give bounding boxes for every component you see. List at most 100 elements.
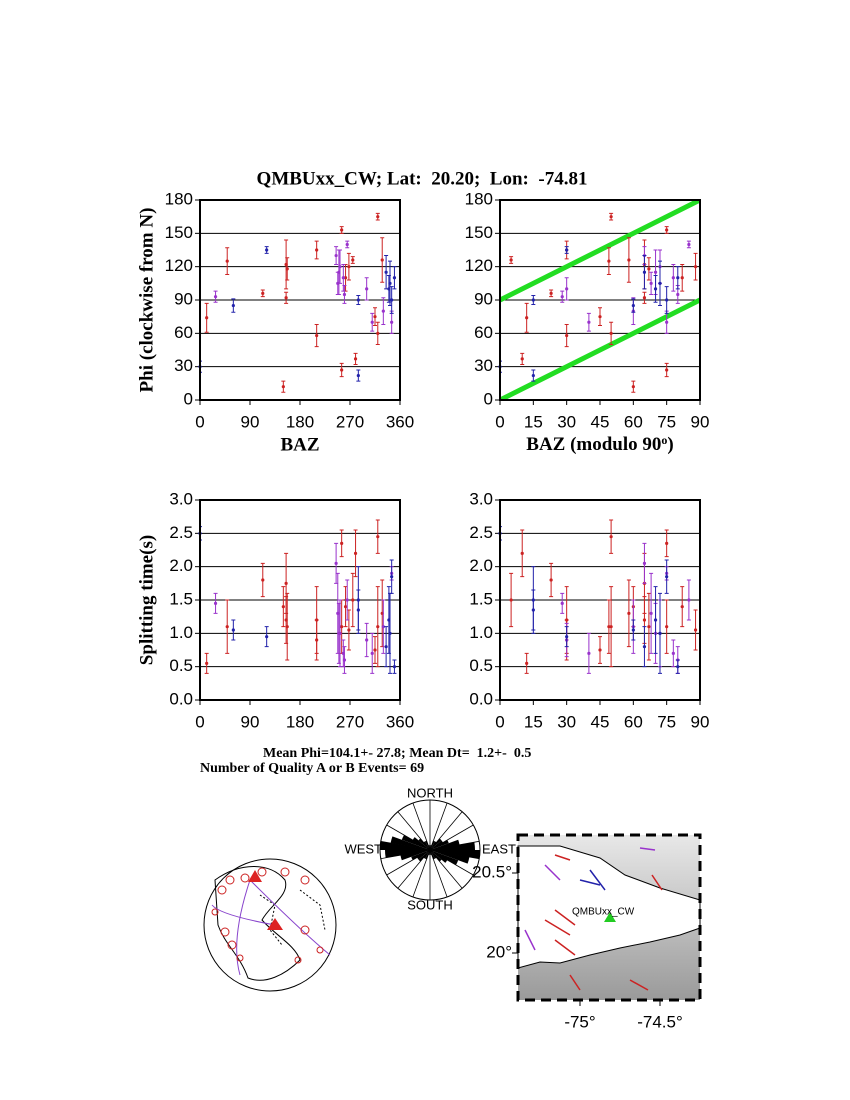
y-axis-label: Phi (clockwise from N) bbox=[136, 208, 157, 393]
point bbox=[351, 598, 355, 602]
point bbox=[665, 541, 669, 545]
x-tick-label: 270 bbox=[336, 712, 364, 731]
rose-petal bbox=[430, 850, 437, 859]
rose-label: SOUTH bbox=[407, 897, 453, 912]
point bbox=[653, 270, 658, 274]
point bbox=[671, 276, 675, 280]
x-tick-label: 15 bbox=[524, 412, 543, 431]
point bbox=[376, 215, 380, 219]
x-tick-label: 90 bbox=[241, 712, 260, 731]
rose-spoke bbox=[412, 802, 431, 851]
point bbox=[373, 315, 377, 319]
point bbox=[390, 298, 394, 302]
point bbox=[351, 258, 355, 262]
point bbox=[658, 631, 662, 635]
point bbox=[525, 316, 529, 320]
rose-petal bbox=[430, 850, 431, 855]
plot-frame bbox=[499, 499, 701, 701]
point bbox=[549, 291, 553, 295]
rose-petal bbox=[430, 850, 459, 865]
point bbox=[376, 625, 380, 629]
y-tick-label: 150 bbox=[465, 223, 493, 242]
point bbox=[531, 608, 535, 612]
point bbox=[340, 228, 344, 232]
y-tick-label: 3.0 bbox=[169, 489, 193, 508]
rose-spoke bbox=[429, 802, 448, 851]
point bbox=[337, 631, 341, 635]
y-tick-label: 1.5 bbox=[469, 589, 493, 608]
y-tick-label: 1.0 bbox=[169, 623, 193, 642]
point bbox=[649, 281, 653, 285]
point bbox=[631, 303, 635, 308]
x-axis-label-part: ) bbox=[667, 434, 673, 455]
point bbox=[365, 638, 369, 642]
rose-petal bbox=[385, 850, 430, 858]
rose-petal bbox=[428, 845, 430, 850]
point bbox=[315, 333, 319, 338]
x-tick-label: 90 bbox=[691, 412, 710, 431]
error-bar bbox=[200, 360, 202, 373]
rose-petal bbox=[430, 840, 449, 850]
x-axis-label-part: BAZ (modulo 90 bbox=[526, 434, 661, 455]
x-tick-label: 90 bbox=[691, 712, 710, 731]
map-tick-label: 20.5° bbox=[472, 862, 512, 881]
point bbox=[531, 298, 535, 302]
point bbox=[598, 648, 602, 652]
point bbox=[642, 645, 647, 649]
point bbox=[343, 276, 348, 280]
point bbox=[565, 248, 569, 252]
y-tick-label: 0.0 bbox=[169, 689, 193, 708]
point bbox=[315, 248, 319, 252]
point bbox=[261, 291, 265, 295]
point bbox=[687, 242, 691, 247]
point bbox=[392, 665, 397, 669]
x-tick-label: 0 bbox=[195, 412, 204, 431]
rose-petal bbox=[400, 850, 430, 861]
point bbox=[284, 618, 288, 622]
rose-petal bbox=[430, 845, 431, 850]
point bbox=[380, 258, 384, 262]
point bbox=[627, 258, 631, 262]
point bbox=[560, 295, 564, 299]
rose-petal bbox=[430, 850, 435, 860]
rose-petal bbox=[430, 850, 448, 863]
point bbox=[342, 292, 347, 297]
x-tick-label: 180 bbox=[286, 712, 314, 731]
error-bar bbox=[500, 526, 502, 541]
point bbox=[658, 281, 662, 285]
point bbox=[376, 535, 380, 539]
rose-petal bbox=[418, 838, 430, 850]
point bbox=[341, 276, 345, 280]
point bbox=[384, 270, 388, 274]
point bbox=[549, 578, 553, 582]
x-tick-label: 75 bbox=[657, 412, 676, 431]
summary-line: Mean Phi=104.1+- 27.8; Mean Dt= 1.2+- 0.… bbox=[263, 746, 531, 761]
x-tick-label: 45 bbox=[591, 412, 610, 431]
point bbox=[342, 658, 347, 662]
y-tick-label: 1.5 bbox=[169, 589, 193, 608]
point bbox=[680, 276, 684, 280]
x-tick-label: 360 bbox=[386, 412, 414, 431]
point bbox=[315, 638, 319, 642]
point bbox=[345, 242, 349, 247]
point bbox=[261, 578, 265, 582]
point bbox=[653, 618, 658, 622]
point bbox=[281, 385, 285, 389]
point bbox=[213, 295, 218, 299]
rose-petal bbox=[429, 850, 430, 855]
x-tick-label: 30 bbox=[557, 412, 576, 431]
y-tick-label: 30 bbox=[174, 356, 193, 375]
point bbox=[609, 215, 613, 219]
point bbox=[609, 535, 613, 539]
point bbox=[649, 611, 653, 615]
point bbox=[205, 661, 209, 665]
point bbox=[334, 561, 338, 565]
point bbox=[509, 598, 513, 602]
point bbox=[373, 648, 377, 652]
rose-petal bbox=[423, 850, 430, 859]
point bbox=[627, 611, 631, 615]
x-tick-label: 75 bbox=[657, 712, 676, 731]
y-tick-label: 120 bbox=[165, 256, 193, 275]
point bbox=[340, 625, 344, 629]
